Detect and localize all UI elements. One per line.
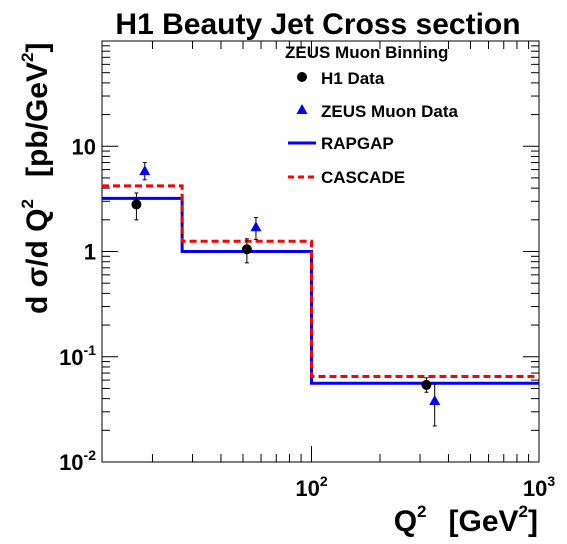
x-axis-title: Q2 [GeV2] xyxy=(394,502,538,538)
chart-title: H1 Beauty Jet Cross section xyxy=(115,8,520,41)
legend-marker-h1-data xyxy=(297,72,307,82)
y-axis-title: d σ/d Q2[pb/GeV2] xyxy=(18,43,54,314)
x-axis-label-sup: 2 xyxy=(417,502,426,521)
y-tick-label: 10-2 xyxy=(59,447,96,475)
legend: ZEUS Muon Binning H1 Data ZEUS Muon Data… xyxy=(285,43,458,187)
y-axis-unit: [pb/GeV xyxy=(21,62,54,177)
y-tick-label: 10-1 xyxy=(59,342,96,370)
x-axis-unit-sup: 2 xyxy=(519,502,528,521)
x-axis-unit-close: ] xyxy=(528,505,538,538)
y-tick-label-base: 10 xyxy=(59,345,83,370)
y-axis-label-sup: 2 xyxy=(18,199,37,208)
y-tick-label-exp: -1 xyxy=(84,342,97,358)
axis-ticks xyxy=(102,41,540,463)
step-curve-cascade xyxy=(102,184,539,378)
y-tick-label-base: 10 xyxy=(72,134,96,159)
legend-marker-zeus-muon-data xyxy=(296,104,308,114)
y-tick-label: 10 xyxy=(72,134,96,159)
data-point-h1-data xyxy=(241,244,252,255)
y-tick-label: 1 xyxy=(84,240,96,265)
x-tick-label: 102 xyxy=(295,473,327,501)
x-tick-label: 103 xyxy=(523,473,555,501)
data-point-h1-data xyxy=(131,199,142,210)
y-axis-unit-sup: 2 xyxy=(18,53,37,62)
legend-header: ZEUS Muon Binning xyxy=(285,43,448,62)
y-tick-label-exp: -2 xyxy=(84,447,97,463)
data-point-zeus-muon-data xyxy=(250,221,262,232)
x-tick-label-exp: 3 xyxy=(547,473,555,489)
data-point-zeus-muon-data xyxy=(139,165,151,176)
data-points xyxy=(131,162,441,427)
step-curve-rapgap xyxy=(102,196,539,385)
y-tick-label-base: 10 xyxy=(59,450,83,475)
x-tick-label-base: 10 xyxy=(523,476,547,501)
y-tick-label-base: 1 xyxy=(84,240,96,265)
data-point-h1-data xyxy=(421,379,432,390)
x-axis-unit: [GeV xyxy=(449,505,519,538)
legend-label-cascade: CASCADE xyxy=(321,168,405,187)
x-tick-label-base: 10 xyxy=(295,476,319,501)
legend-label-h1-data: H1 Data xyxy=(321,69,385,88)
legend-label-rapgap: RAPGAP xyxy=(321,134,394,153)
step-curves xyxy=(102,184,539,385)
legend-label-zeus-muon-data: ZEUS Muon Data xyxy=(321,102,458,121)
x-tick-label-exp: 2 xyxy=(320,473,328,489)
y-axis-label: d σ/d Q xyxy=(21,208,54,314)
data-point-zeus-muon-data xyxy=(429,394,441,405)
x-axis-label: Q xyxy=(394,505,417,538)
y-axis-unit-close: ] xyxy=(21,43,54,53)
